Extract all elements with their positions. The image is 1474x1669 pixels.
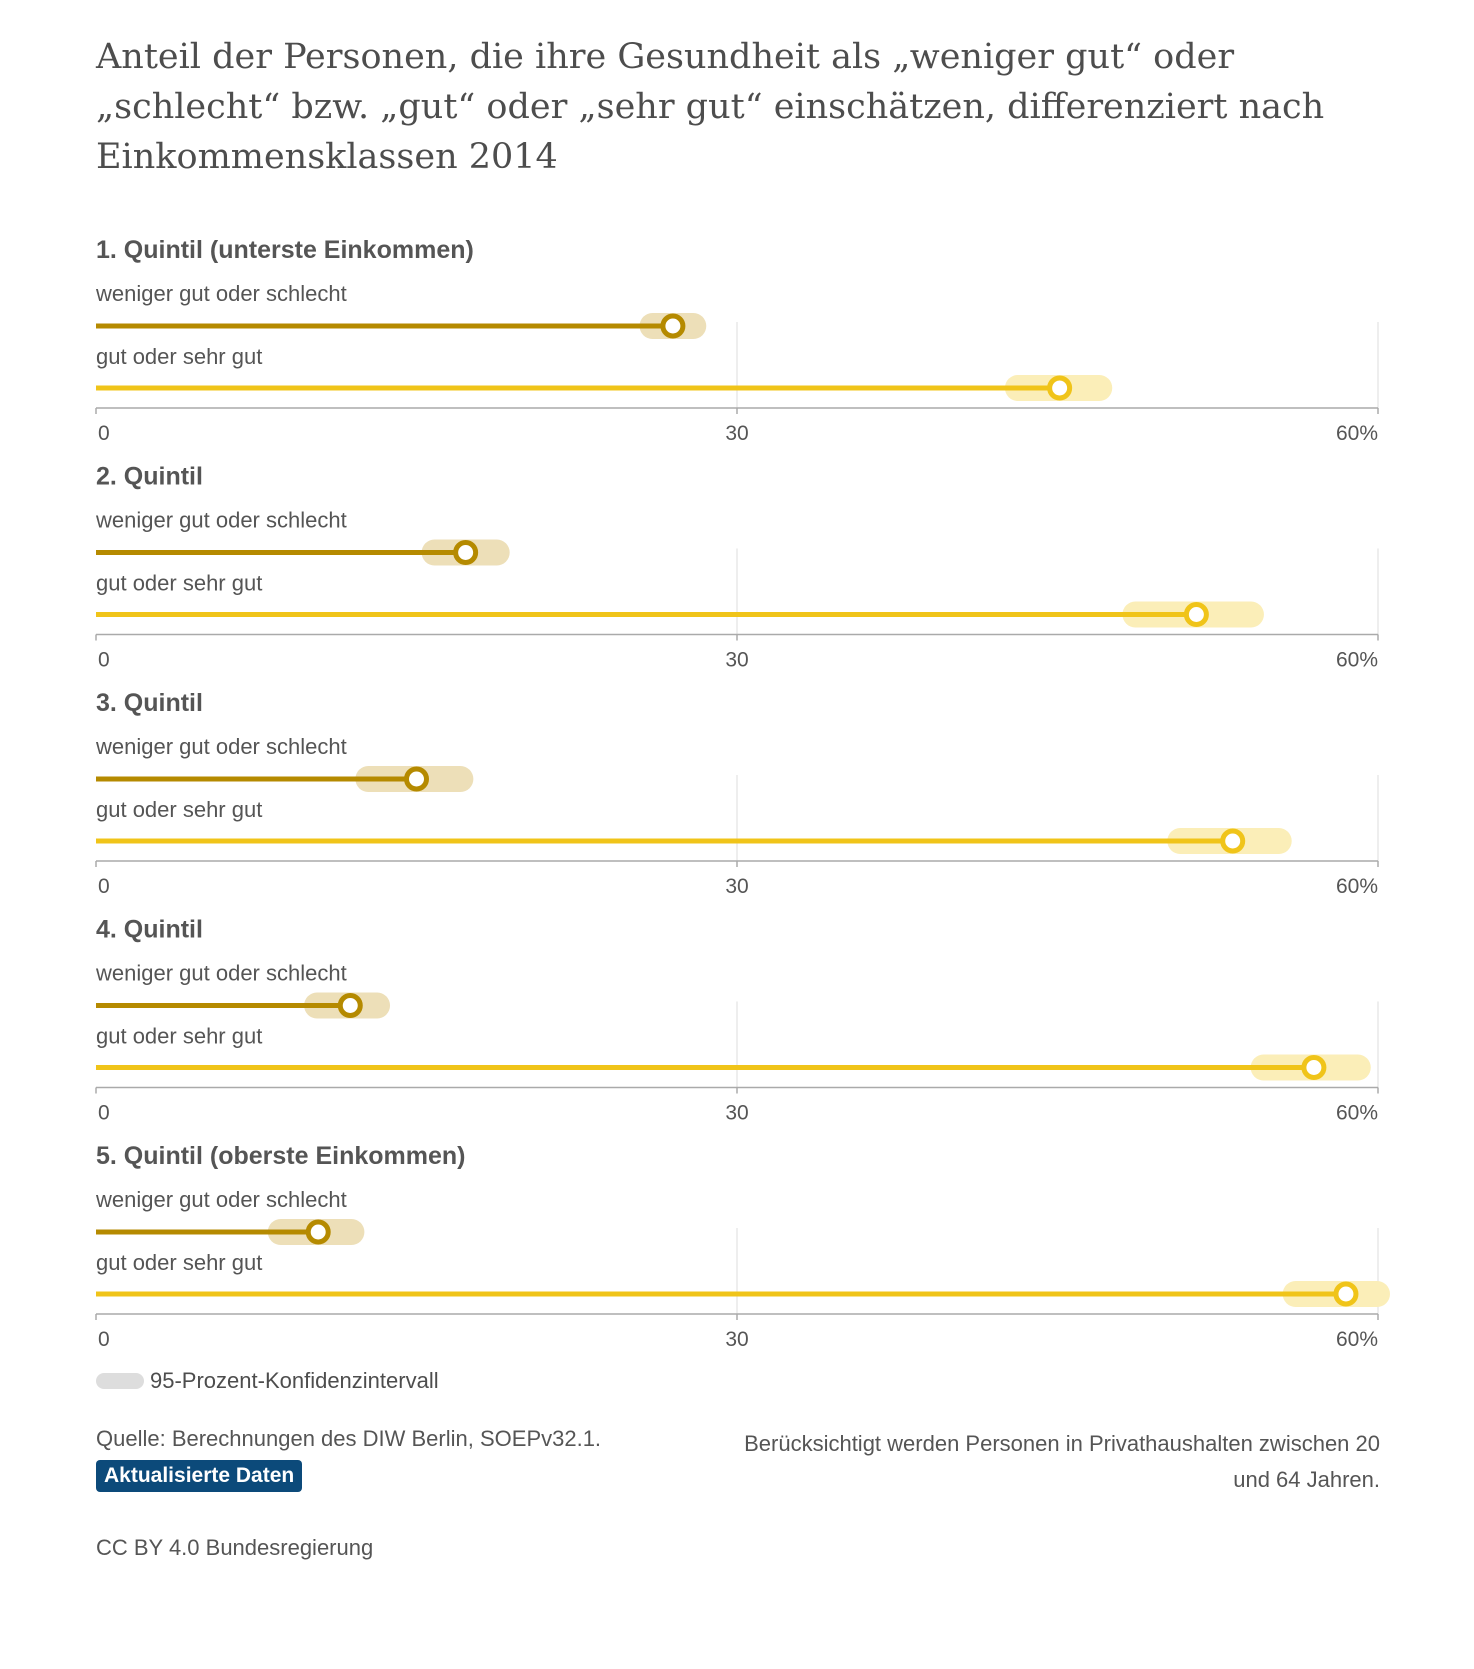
updated-data-badge[interactable]: Aktualisierte Daten	[96, 1460, 303, 1492]
panel-title: 4. Quintil	[96, 916, 203, 944]
dot-weniger	[453, 540, 479, 565]
legend-ci-label: 95-Prozent-Konfidenzintervall	[150, 1368, 439, 1393]
dot-gut	[1220, 828, 1246, 854]
series-label-gut: gut oder sehr gut	[96, 344, 262, 369]
dot-gut	[1301, 1055, 1327, 1080]
series-label-gut: gut oder sehr gut	[96, 571, 262, 596]
series-label-gut: gut oder sehr gut	[96, 1250, 262, 1275]
legend: 95-Prozent-Konfidenzintervall	[96, 1368, 439, 1394]
dot-weniger	[337, 993, 363, 1018]
x-tick-label: 60%	[1336, 649, 1378, 672]
license-text: CC BY 4.0 Bundesregierung	[96, 1535, 374, 1560]
x-tick-label: 0	[98, 422, 110, 445]
dot-gut	[1333, 1281, 1359, 1307]
x-tick-label: 30	[725, 649, 748, 672]
x-tick-label: 30	[725, 1328, 748, 1351]
panel-title: 1. Quintil (unterste Einkommen)	[96, 236, 474, 264]
series-label-weniger: weniger gut oder schlecht	[95, 961, 347, 986]
x-tick-label: 0	[98, 1328, 110, 1351]
x-tick-label: 0	[98, 875, 110, 898]
x-tick-label: 60%	[1336, 422, 1378, 445]
note-text: Berücksichtigt werden Personen in Privat…	[744, 1431, 1380, 1492]
panel-title: 2. Quintil	[96, 463, 203, 491]
dot-weniger	[305, 1219, 331, 1245]
x-tick-label: 30	[725, 422, 748, 445]
x-tick-label: 30	[725, 1102, 748, 1125]
dot-chart-panels: 1. Quintil (unterste Einkommen) 0 30 60% wen…	[95, 236, 1390, 1351]
series-label-gut: gut oder sehr gut	[96, 1024, 262, 1049]
series-label-gut: gut oder sehr gut	[96, 797, 262, 822]
series-label-weniger: weniger gut oder schlecht	[95, 1187, 347, 1212]
panel-title: 5. Quintil (oberste Einkommen)	[96, 1142, 466, 1170]
series-label-weniger: weniger gut oder schlecht	[95, 734, 347, 759]
x-tick-label: 60%	[1336, 1328, 1378, 1351]
panel-5: 5. Quintil (oberste Einkommen) 0 30 60% weni…	[95, 1142, 1390, 1351]
legend-ci-swatch	[96, 1373, 144, 1389]
x-tick-label: 60%	[1336, 1102, 1378, 1125]
dot-gut	[1183, 602, 1209, 627]
dot-weniger	[404, 766, 429, 792]
chart-title: Anteil der Personen, die ihre Gesundheit…	[96, 37, 1325, 177]
x-tick-label: 30	[725, 875, 748, 898]
x-tick-label: 0	[98, 1102, 110, 1125]
panel-2: 2. Quintil 0 30 60% weniger gut oder schlech…	[95, 463, 1379, 672]
source-text: Quelle: Berechnungen des DIW Berlin, SOE…	[96, 1426, 602, 1451]
panel-4: 4. Quintil 0 30 60% weniger gut oder schlech…	[95, 916, 1379, 1125]
panel-3: 3. Quintil 0 30 60% weniger gut oder schlech…	[95, 689, 1379, 898]
dot-weniger	[660, 313, 686, 339]
dot-gut	[1047, 375, 1073, 401]
series-label-weniger: weniger gut oder schlecht	[95, 281, 347, 306]
x-tick-label: 0	[98, 649, 110, 672]
panel-title: 3. Quintil	[96, 689, 203, 717]
x-tick-label: 60%	[1336, 875, 1378, 898]
series-label-weniger: weniger gut oder schlecht	[95, 508, 347, 533]
panel-1: 1. Quintil (unterste Einkommen) 0 30 60% wen…	[95, 236, 1379, 445]
